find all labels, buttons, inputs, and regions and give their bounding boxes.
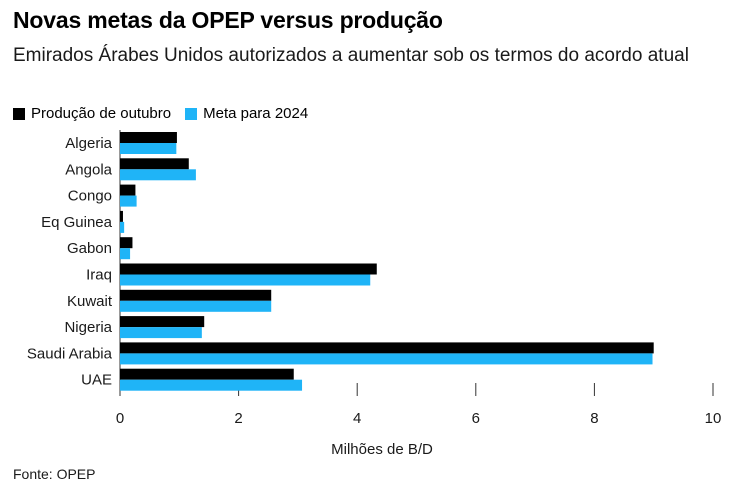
category-label: Kuwait bbox=[67, 293, 113, 310]
category-label: Nigeria bbox=[64, 319, 112, 336]
bar-2024-target bbox=[120, 169, 196, 181]
legend-label-october: Produção de outubro bbox=[31, 105, 172, 122]
bar-october-production bbox=[120, 342, 654, 354]
x-tick-label: 0 bbox=[116, 410, 124, 427]
legend-swatch-target bbox=[185, 107, 198, 120]
bar-october-production bbox=[120, 316, 205, 328]
category-label: Gabon bbox=[67, 240, 112, 257]
category-label: Iraq bbox=[86, 267, 112, 284]
legend-swatch-october bbox=[13, 107, 25, 120]
bar-october-production bbox=[120, 289, 272, 301]
bar-2024-target bbox=[120, 274, 371, 286]
x-tick-label: 6 bbox=[472, 410, 480, 427]
category-label: Algeria bbox=[65, 135, 112, 152]
bar-october-production bbox=[120, 237, 133, 249]
chart-title: Novas metas da OPEP versus produção bbox=[13, 7, 443, 33]
bar-2024-target bbox=[120, 327, 202, 339]
legend-item-october: Produção de outubro bbox=[13, 105, 171, 122]
bar-october-production bbox=[120, 132, 177, 143]
bar-2024-target bbox=[120, 379, 303, 391]
category-label: Saudi Arabia bbox=[27, 345, 113, 362]
bar-2024-target bbox=[120, 195, 137, 207]
x-tick-label: 2 bbox=[234, 410, 242, 427]
bar-2024-target bbox=[120, 248, 131, 260]
bar-2024-target bbox=[120, 300, 272, 312]
legend-item-target: Meta para 2024 bbox=[185, 105, 308, 122]
bar-october-production bbox=[120, 210, 123, 222]
bar-2024-target bbox=[120, 353, 653, 365]
category-label: Angola bbox=[65, 161, 112, 178]
x-tick-label: 8 bbox=[590, 410, 598, 427]
category-label: Eq Guinea bbox=[41, 214, 113, 231]
x-axis-title: Milhões de B/D bbox=[331, 441, 433, 458]
bar-october-production bbox=[120, 263, 377, 275]
bar-october-production bbox=[120, 158, 189, 170]
bar-2024-target bbox=[120, 221, 125, 233]
category-label: UAE bbox=[81, 372, 112, 389]
bar-october-production bbox=[120, 368, 294, 380]
bar-2024-target bbox=[120, 143, 177, 154]
x-tick-label: 10 bbox=[705, 410, 722, 427]
category-label: Congo bbox=[68, 188, 112, 205]
chart-subtitle: Emirados Árabes Unidos autorizados a aum… bbox=[13, 45, 689, 66]
legend: Produção de outubro Meta para 2024 bbox=[13, 105, 322, 122]
x-tick-label: 4 bbox=[353, 410, 361, 427]
legend-label-target: Meta para 2024 bbox=[203, 105, 309, 122]
bar-october-production bbox=[120, 184, 136, 196]
source-note: Fonte: OPEP bbox=[13, 466, 96, 482]
